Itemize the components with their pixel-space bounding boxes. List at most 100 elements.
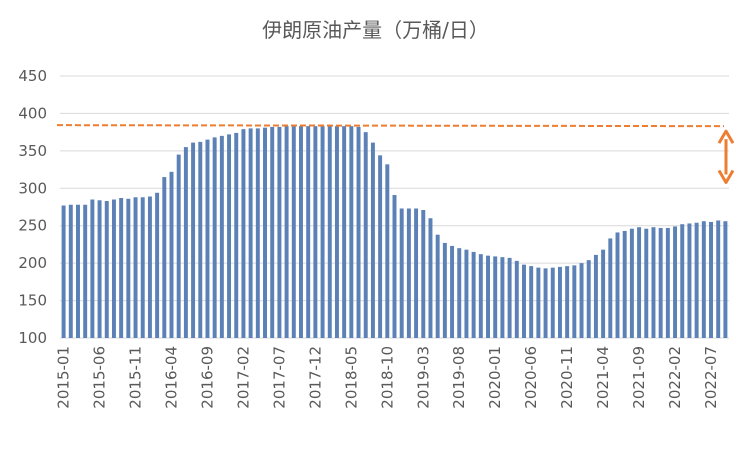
bar-2021-06	[615, 232, 620, 338]
bar-2020-09	[550, 267, 555, 338]
y-tick-label: 150	[18, 292, 47, 310]
bar-2015-11	[133, 197, 138, 338]
bar-2020-11	[565, 266, 570, 338]
bar-2020-12	[572, 265, 577, 338]
bar-2016-12	[227, 134, 232, 338]
bar-2019-03	[421, 209, 426, 338]
bar-2020-07	[536, 267, 541, 338]
x-tick-label: 2016-09	[198, 346, 216, 409]
x-tick-label: 2020-01	[486, 346, 504, 409]
bar-2017-10	[299, 126, 303, 338]
x-tick-label: 2015-01	[55, 346, 73, 409]
bar-2017-09	[291, 126, 296, 338]
y-tick-label: 350	[18, 142, 47, 160]
bar-2018-02	[327, 126, 332, 338]
bar-2019-07	[450, 245, 455, 338]
bar-2016-06	[183, 147, 188, 338]
bar-2018-09	[378, 155, 383, 338]
bar-2017-08	[284, 126, 289, 338]
x-tick-label: 2017-02	[234, 346, 252, 409]
bar-2018-06	[356, 126, 361, 338]
reference-line	[56, 124, 725, 128]
bar-2020-05	[522, 264, 526, 338]
x-tick-label: 2022-02	[666, 346, 684, 409]
arrow-head-down	[717, 169, 735, 184]
bar-2015-01	[61, 205, 66, 338]
bar-2017-05	[263, 127, 267, 338]
y-tick-label: 450	[18, 67, 47, 85]
bar-2016-07	[191, 142, 196, 338]
bar-2021-09	[637, 227, 642, 338]
bar-2022-02	[673, 226, 678, 338]
bar-2015-07	[104, 201, 109, 338]
arrow-head-up	[717, 129, 735, 144]
bar-2019-10	[471, 251, 476, 338]
bar-2021-04	[601, 249, 606, 338]
bar-2022-07	[709, 221, 713, 338]
x-tick-label: 2019-08	[450, 346, 468, 409]
x-tick-label: 2017-12	[306, 346, 324, 409]
bar-2016-03	[162, 177, 167, 338]
bar-2016-09	[205, 139, 210, 338]
x-tick-label: 2019-03	[414, 346, 432, 409]
bar-2021-10	[644, 228, 649, 338]
bar-2020-04	[514, 260, 519, 338]
bar-2015-12	[140, 197, 145, 338]
bar-2017-06	[270, 126, 275, 338]
bar-2018-11	[392, 195, 397, 338]
bar-2016-08	[198, 141, 203, 338]
bar-2019-02	[414, 208, 419, 338]
bar-2020-01	[493, 256, 498, 338]
bar-2020-06	[529, 266, 534, 338]
y-tick-label: 100	[18, 329, 47, 347]
bar-2021-05	[608, 238, 613, 338]
bar-2019-11	[478, 254, 483, 338]
bar-2015-02	[68, 204, 73, 338]
x-tick-label: 2018-05	[342, 346, 360, 409]
bar-2021-11	[651, 227, 656, 338]
x-tick-label: 2016-04	[163, 346, 181, 409]
bar-2016-04	[169, 171, 174, 338]
bar-2018-05	[349, 126, 354, 338]
bar-2015-08	[111, 199, 116, 338]
bar-2016-01	[147, 196, 152, 338]
bar-2022-04	[687, 223, 692, 338]
bar-2017-02	[241, 129, 246, 338]
bars	[61, 126, 728, 338]
bar-2017-07	[277, 126, 282, 338]
bar-2020-10	[557, 266, 562, 338]
bar-2021-02	[586, 260, 591, 338]
bar-2018-07	[363, 132, 368, 338]
chart-title: 伊朗原油产量（万桶/日）	[262, 18, 489, 42]
x-tick-label: 2015-11	[127, 346, 145, 409]
bar-2018-04	[342, 126, 347, 338]
bar-undefined	[723, 221, 728, 338]
bar-2019-01	[406, 208, 411, 338]
bar-2017-01	[234, 132, 239, 338]
bar-2017-03	[248, 128, 253, 338]
bar-2019-05	[435, 234, 440, 338]
bar-2021-12	[658, 227, 663, 338]
bar-2020-02	[500, 257, 505, 338]
x-tick-label: 2021-04	[594, 346, 612, 409]
bar-2015-05	[90, 199, 95, 338]
x-tick-label: 2020-06	[522, 346, 540, 409]
x-tick-label: 2015-06	[91, 346, 109, 409]
y-axis-ticks: 100 150 200 250 300 350 400 450	[18, 67, 47, 347]
x-tick-label: 2017-07	[270, 346, 288, 409]
bar-2018-10	[385, 164, 390, 338]
bar-2019-12	[486, 255, 490, 338]
bar-2022-06	[701, 221, 706, 338]
bar-2019-09	[464, 249, 469, 338]
y-tick-label: 200	[18, 254, 47, 272]
x-tick-label: 2022-07	[702, 346, 720, 409]
bar-undefined	[716, 220, 721, 338]
x-tick-label: 2021-09	[630, 346, 648, 409]
bar-2021-08	[629, 228, 634, 338]
bar-2022-05	[694, 222, 699, 338]
bar-2021-07	[622, 230, 627, 338]
y-tick-label: 300	[18, 179, 47, 197]
bar-2017-11	[306, 126, 311, 338]
bar-2015-09	[119, 198, 124, 338]
